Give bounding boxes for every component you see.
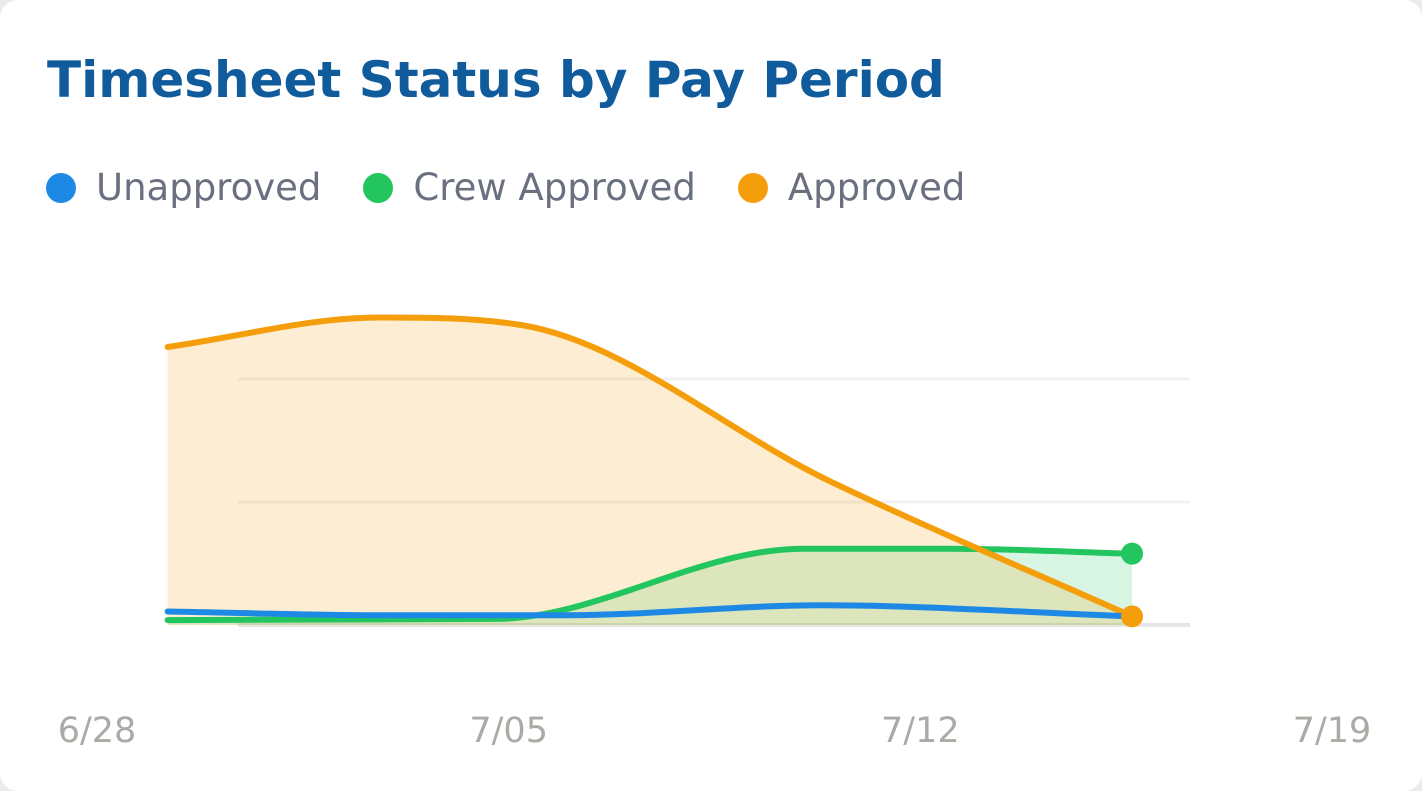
x-axis-ticks: 6/28 7/05 7/12 7/19 [58, 711, 1372, 751]
approved-area [167, 317, 1133, 625]
legend-item-approved[interactable]: Approved [737, 164, 966, 212]
legend-label-unapproved: Unapproved [96, 166, 322, 209]
unapproved-dot-icon [46, 173, 76, 203]
legend-item-crew-approved[interactable]: Crew Approved [363, 164, 696, 212]
approved-dot-icon [737, 173, 768, 203]
x-tick-label-2: 7/12 [881, 711, 960, 751]
crew-approved-dot-icon [363, 173, 394, 203]
series-end-points [1121, 542, 1144, 628]
crew-approved-line[interactable] [164, 545, 1135, 624]
legend-label-crew-approved: Crew Approved [413, 166, 696, 209]
legend-label-approved: Approved [787, 166, 966, 209]
approved-end-point[interactable] [1121, 605, 1144, 628]
chart-legend: Unapproved Crew Approved Approved [46, 164, 1007, 212]
x-tick-label-0: 6/28 [58, 711, 137, 751]
series-lines [164, 314, 1135, 624]
x-tick-label-3: 7/19 [1293, 711, 1372, 751]
chart-title: Timesheet Status by Pay Period [47, 51, 945, 109]
approved-line[interactable] [164, 314, 1135, 620]
unapproved-line[interactable] [164, 602, 1135, 620]
gridlines [238, 377, 1190, 627]
legend-item-unapproved[interactable]: Unapproved [46, 164, 321, 212]
crew-approved-end-point[interactable] [1121, 542, 1144, 565]
x-tick-label-1: 7/05 [469, 711, 548, 751]
series-areas [167, 317, 1133, 625]
